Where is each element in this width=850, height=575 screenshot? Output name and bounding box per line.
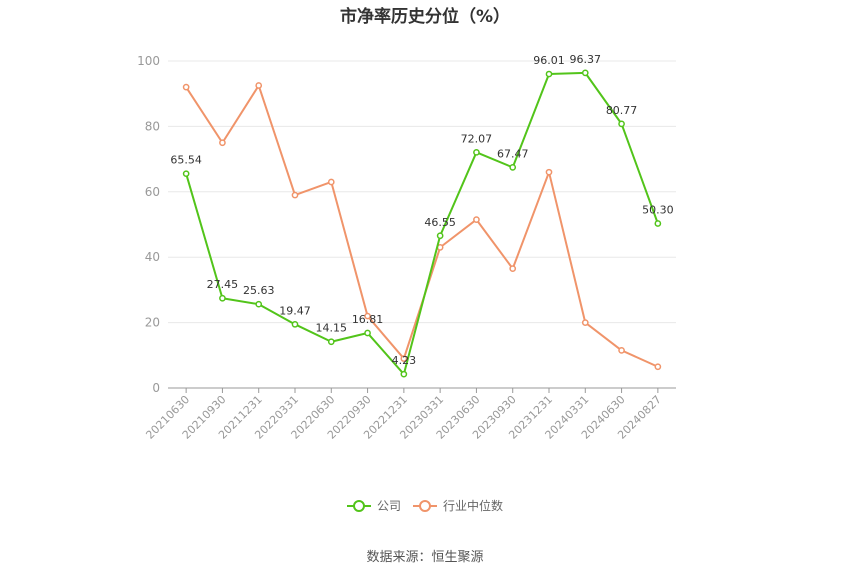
point-company[interactable] [182,170,190,178]
data-label-company: 72.07 [461,132,493,145]
point-company[interactable] [255,300,263,308]
point-industry-median[interactable] [219,139,226,147]
data-label-company: 4.23 [392,354,417,367]
point-industry-median[interactable] [182,83,190,91]
point-company[interactable] [545,70,553,78]
point-industry-median[interactable] [473,216,480,223]
legend-company-label: 公司 [377,499,401,513]
data-source: 数据来源：恒生聚源 [366,550,484,565]
y-tick-label: 60 [145,185,160,199]
point-company[interactable] [509,164,517,171]
data-label-company: 67.47 [497,147,529,160]
point-industry-median[interactable] [509,265,517,272]
point-industry-median[interactable] [364,312,371,320]
point-industry-median[interactable] [255,82,263,89]
point-company[interactable] [618,120,625,128]
point-industry-median[interactable] [618,347,625,354]
point-company[interactable] [581,69,589,77]
data-label-company: 65.54 [170,154,202,167]
point-company[interactable] [436,232,444,240]
data-label-company: 27.45 [207,278,239,291]
legend[interactable]: 公司 行业中位数 [347,498,503,513]
point-industry-median[interactable] [545,168,553,176]
legend-item-industry-median[interactable]: 行业中位数 [413,498,503,513]
axes: 0204060801002021063020210930202112312022… [137,54,676,442]
y-tick-label: 20 [145,316,160,330]
series-line-company [185,71,659,376]
y-tick-label: 0 [152,381,160,395]
point-industry-median[interactable] [291,191,299,199]
data-label-company: 96.37 [570,53,602,66]
point-company[interactable] [291,320,299,328]
y-tick-label: 40 [145,250,160,264]
y-tick-label: 100 [137,54,160,68]
point-industry-median[interactable] [400,355,408,362]
point-company[interactable] [327,338,335,346]
point-company[interactable] [364,329,371,337]
point-company[interactable] [473,148,480,156]
point-company[interactable] [400,370,408,378]
y-tick-label: 80 [145,119,160,133]
point-industry-median[interactable] [654,363,662,371]
data-label-company: 14.15 [316,322,348,335]
legend-company-marker [353,500,365,512]
chart-title: 市净率历史分位（%） [339,7,511,27]
grid-lines [168,60,676,324]
legend-industry-marker [419,500,431,512]
point-industry-median[interactable] [327,178,335,186]
point-company[interactable] [654,220,662,227]
data-label-company: 16.81 [352,313,384,326]
point-company[interactable] [219,294,226,302]
legend-item-company[interactable]: 公司 [347,499,401,513]
data-label-company: 19.47 [279,304,311,317]
data-label-company: 50.30 [642,204,674,217]
legend-industry-label: 行业中位数 [443,498,503,513]
data-label-company: 80.77 [606,104,638,117]
series-layer [182,69,662,378]
data-labels: 65.54 27.45 25.63 19.47 14.15 16.81 4.23 46.55 7… [170,53,673,367]
data-label-company: 46.55 [424,216,456,229]
point-industry-median[interactable] [581,319,589,326]
data-label-company: 96.01 [533,54,565,67]
data-label-company: 25.63 [243,284,275,297]
